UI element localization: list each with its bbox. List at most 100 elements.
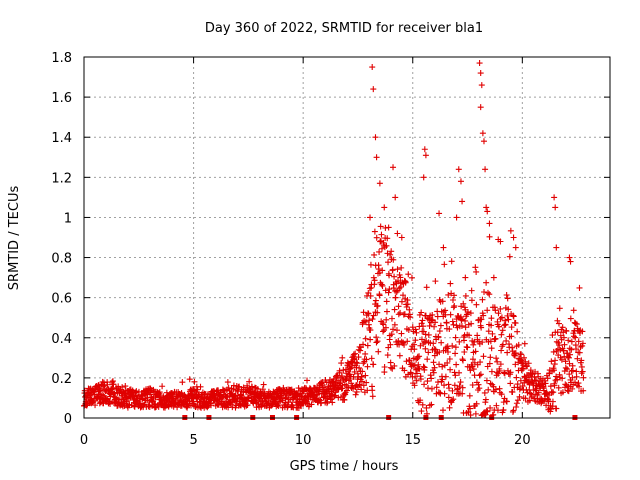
data-point <box>477 371 484 378</box>
data-point <box>385 259 392 266</box>
data-point <box>513 404 520 411</box>
data-point <box>562 358 569 365</box>
data-point <box>208 402 215 409</box>
data-point <box>489 330 496 337</box>
data-point <box>428 401 435 408</box>
data-point <box>107 400 114 407</box>
y-tick-label: 0 <box>64 412 72 427</box>
data-point <box>416 353 423 360</box>
data-point <box>339 373 346 380</box>
data-point <box>462 292 469 299</box>
data-point <box>531 377 538 384</box>
data-point <box>419 401 426 408</box>
data-point <box>535 389 542 396</box>
data-point <box>372 297 379 304</box>
data-point <box>482 166 489 173</box>
data-point <box>100 383 107 390</box>
data-point <box>387 251 394 258</box>
data-point <box>352 391 359 398</box>
data-point <box>503 398 510 405</box>
data-point <box>452 350 459 357</box>
data-point <box>486 291 493 298</box>
data-point <box>420 363 427 370</box>
data-point <box>225 384 232 391</box>
data-point <box>557 332 564 339</box>
data-point <box>284 403 291 410</box>
data-point <box>480 353 487 360</box>
data-point <box>355 354 362 361</box>
data-point <box>367 327 374 334</box>
data-point <box>406 357 413 364</box>
data-point <box>494 358 501 365</box>
data-point <box>104 381 111 388</box>
data-point <box>382 324 389 331</box>
data-point <box>449 342 456 349</box>
data-point <box>467 412 474 419</box>
data-point <box>484 408 491 415</box>
data-point <box>495 310 502 317</box>
data-point <box>466 392 473 399</box>
data-point <box>501 369 508 376</box>
data-point <box>431 364 438 371</box>
data-point <box>556 305 563 312</box>
data-point <box>395 337 402 344</box>
data-point <box>338 360 345 367</box>
data-point <box>447 311 454 318</box>
data-point <box>376 292 383 299</box>
data-point <box>380 321 387 328</box>
data-point <box>498 347 505 354</box>
data-point <box>381 369 388 376</box>
data-point <box>473 400 480 407</box>
data-point <box>492 335 499 342</box>
data-point <box>362 335 369 342</box>
data-point <box>456 338 463 345</box>
data-point <box>431 346 438 353</box>
data-point <box>186 397 193 404</box>
data-point <box>526 397 533 404</box>
data-point <box>360 309 367 316</box>
data-point <box>562 364 569 371</box>
data-point <box>457 379 464 386</box>
data-point <box>432 319 439 326</box>
data-point <box>224 379 231 386</box>
data-point <box>492 307 499 314</box>
data-point <box>550 389 557 396</box>
data-point <box>453 214 460 221</box>
data-point <box>515 341 522 348</box>
data-point <box>443 319 450 326</box>
data-point <box>360 341 367 348</box>
data-point <box>367 292 374 299</box>
data-point <box>400 292 407 299</box>
data-point <box>462 274 469 281</box>
data-point <box>413 377 420 384</box>
data-point <box>430 369 437 376</box>
data-point <box>379 282 386 289</box>
data-point <box>439 363 446 370</box>
data-point <box>486 220 493 227</box>
data-point <box>569 367 576 374</box>
data-point <box>368 355 375 362</box>
data-point <box>507 369 514 376</box>
data-point <box>561 341 568 348</box>
data-point <box>437 322 444 329</box>
data-point <box>390 164 397 171</box>
data-point <box>576 349 583 356</box>
data-point <box>481 289 488 296</box>
data-point <box>387 341 394 348</box>
data-point <box>559 324 566 331</box>
data-point <box>480 312 487 319</box>
data-point <box>384 352 391 359</box>
data-point <box>369 316 376 323</box>
data-point <box>369 64 376 71</box>
data-point <box>424 356 431 363</box>
data-point <box>483 377 490 384</box>
data-point <box>452 344 459 351</box>
data-point <box>476 60 483 67</box>
data-point <box>449 318 456 325</box>
data-point <box>494 407 501 414</box>
data-point <box>479 339 486 346</box>
data-point <box>200 395 207 402</box>
data-point <box>483 279 490 286</box>
data-point <box>470 341 477 348</box>
data-point <box>497 238 504 245</box>
